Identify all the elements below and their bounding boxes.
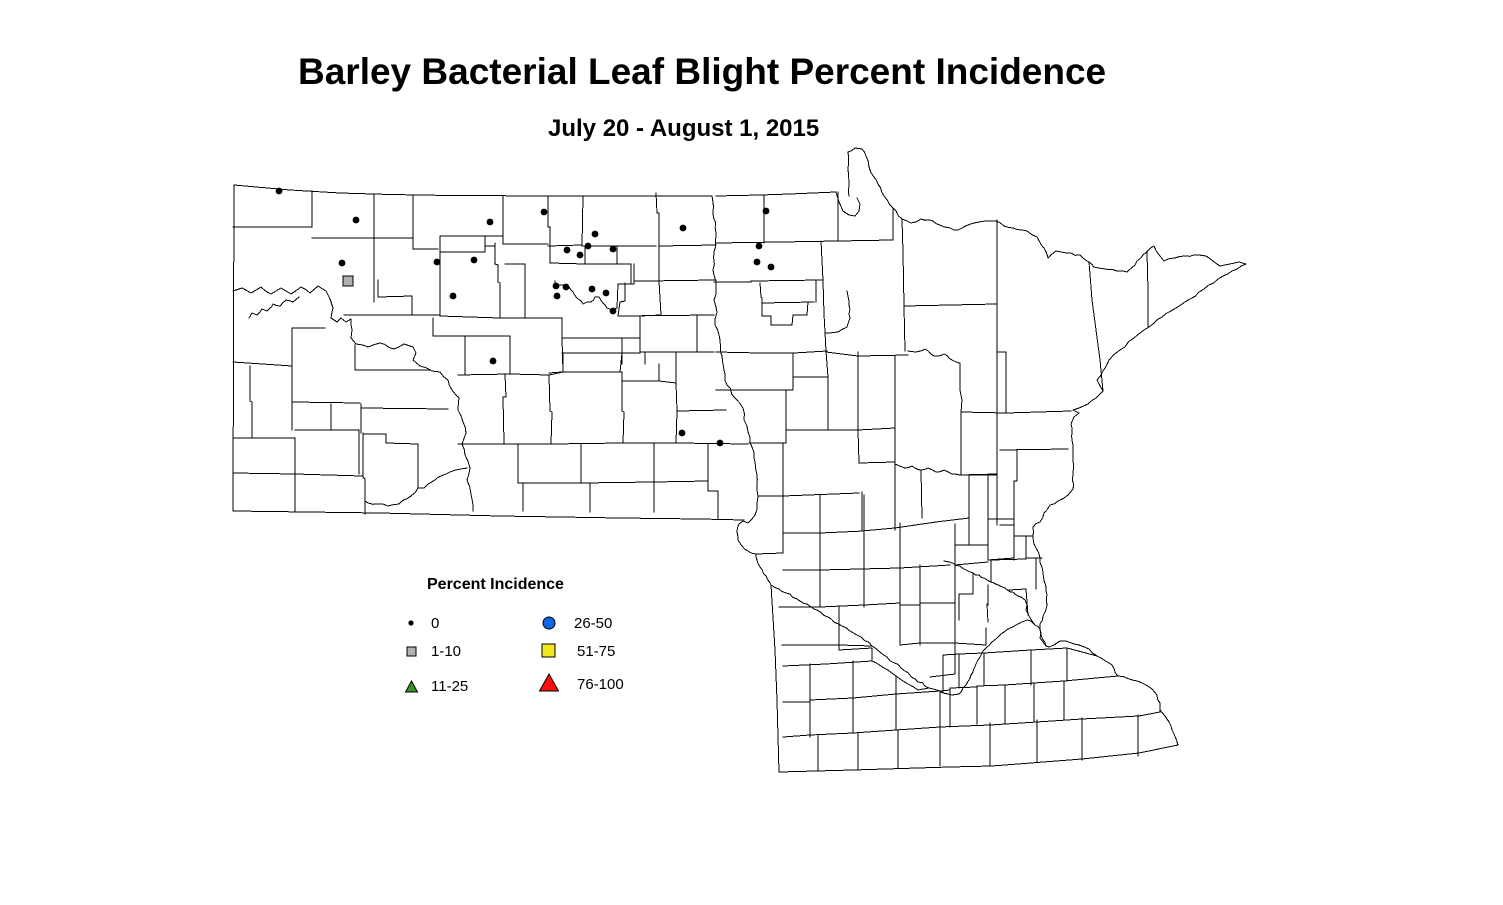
svg-text:26-50: 26-50 — [574, 615, 612, 632]
svg-text:11-25: 11-25 — [431, 678, 468, 695]
svg-text:51-75: 51-75 — [577, 643, 615, 660]
svg-text:1-10: 1-10 — [431, 643, 461, 660]
svg-text:76-100: 76-100 — [577, 676, 624, 693]
svg-text:0: 0 — [431, 615, 439, 632]
svg-text:Percent Incidence: Percent Incidence — [427, 576, 564, 593]
